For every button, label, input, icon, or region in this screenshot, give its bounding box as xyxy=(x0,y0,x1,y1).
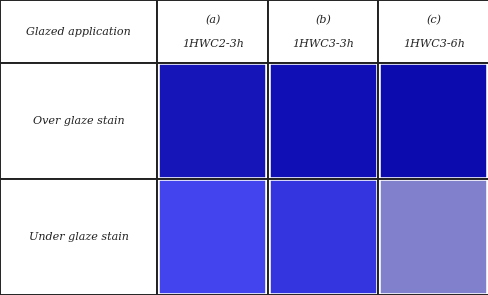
Text: 1HWC3-6h: 1HWC3-6h xyxy=(402,40,464,49)
Bar xyxy=(270,65,375,177)
Bar xyxy=(381,181,485,293)
Bar xyxy=(378,179,488,295)
Bar xyxy=(270,181,375,293)
Bar xyxy=(160,181,264,293)
Bar xyxy=(381,65,485,177)
Bar xyxy=(0,179,157,295)
Bar xyxy=(267,179,378,295)
Bar xyxy=(0,0,157,63)
Bar xyxy=(378,0,488,63)
Text: (b): (b) xyxy=(315,15,330,25)
Text: Over glaze stain: Over glaze stain xyxy=(33,116,124,126)
Bar xyxy=(157,0,267,63)
Bar xyxy=(267,63,378,179)
Text: Glazed application: Glazed application xyxy=(26,27,131,37)
Text: 1HWC3-3h: 1HWC3-3h xyxy=(292,40,353,49)
Bar xyxy=(378,63,488,179)
Bar xyxy=(0,63,157,179)
Bar xyxy=(157,63,267,179)
Text: Under glaze stain: Under glaze stain xyxy=(29,232,128,242)
Text: (a): (a) xyxy=(204,15,220,25)
Text: (c): (c) xyxy=(426,15,440,25)
Bar xyxy=(157,179,267,295)
Bar xyxy=(160,65,264,177)
Bar xyxy=(267,0,378,63)
Text: 1HWC2-3h: 1HWC2-3h xyxy=(182,40,243,49)
